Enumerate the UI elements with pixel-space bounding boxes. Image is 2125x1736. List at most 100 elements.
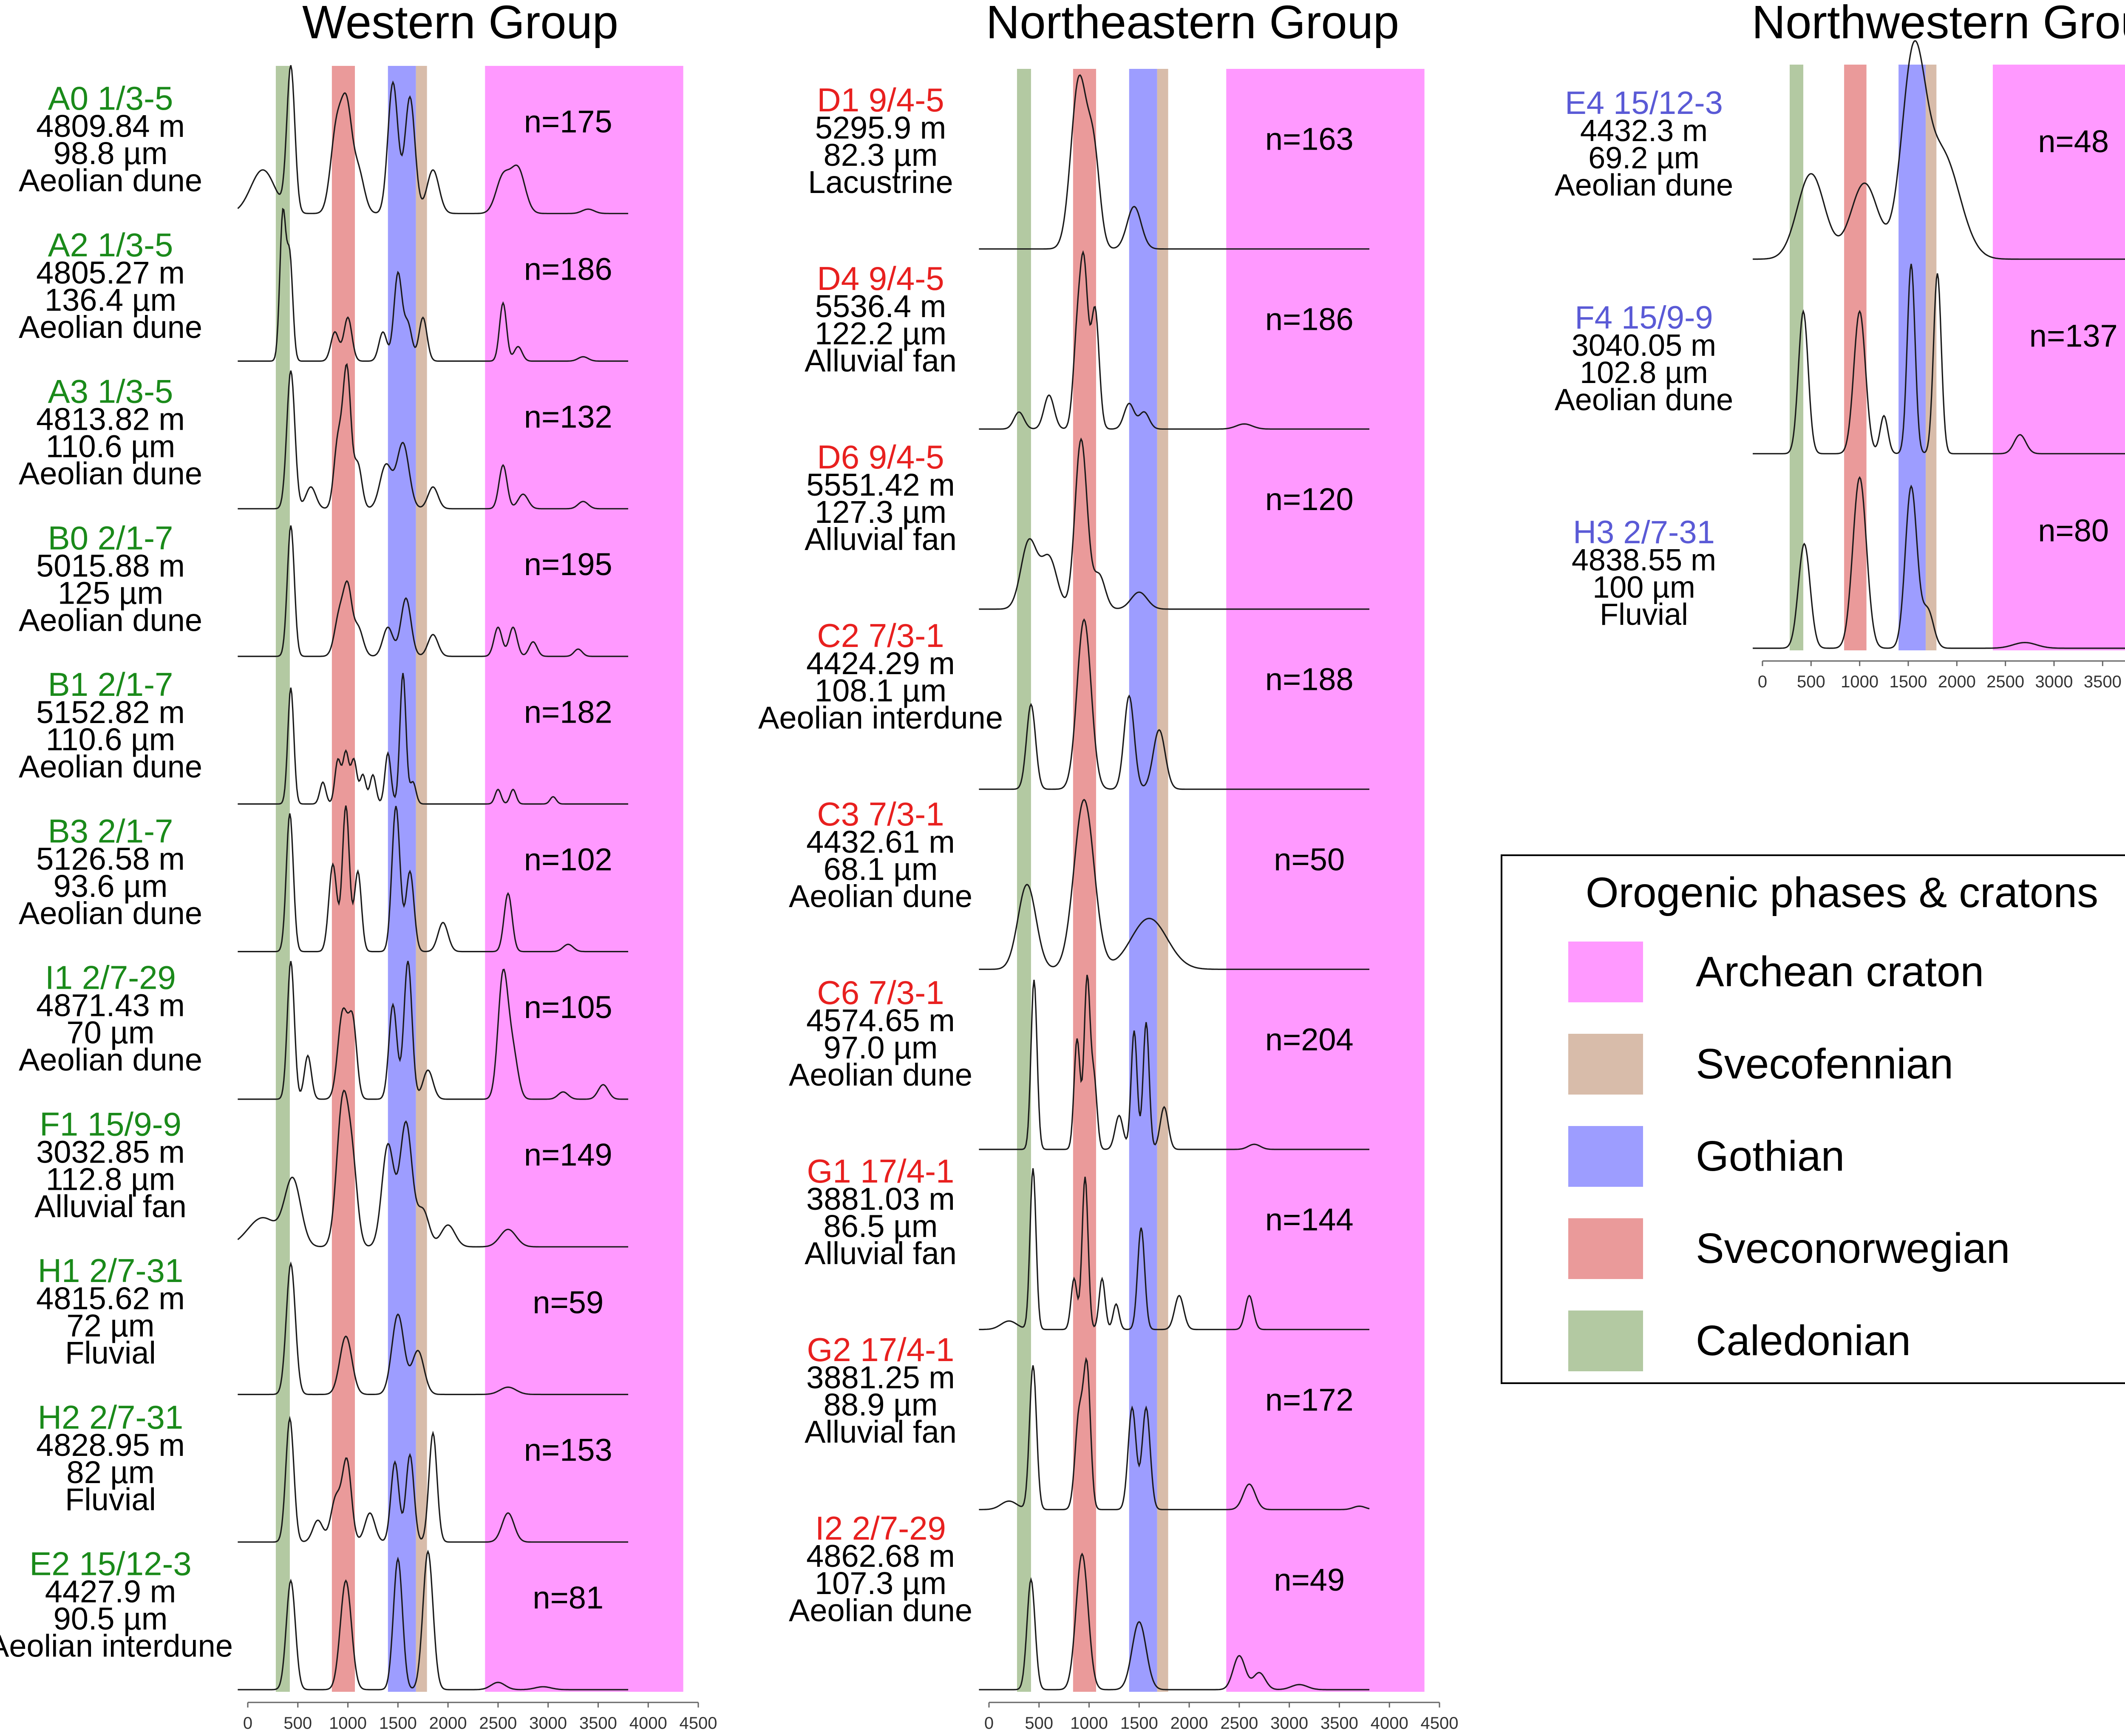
sample-n-label: n=188 bbox=[1265, 662, 1354, 697]
sample-facies: Aeolian dune bbox=[789, 1057, 972, 1092]
x-tick-label: 2500 bbox=[1220, 1714, 1258, 1733]
sample-facies: Fluvial bbox=[1600, 598, 1688, 632]
sample-id: I2 2/7-29 bbox=[815, 1509, 946, 1547]
sample-n-label: n=204 bbox=[1265, 1022, 1354, 1057]
sample-depth: 4805.27 m bbox=[36, 255, 185, 290]
x-tick-label: 0 bbox=[984, 1714, 994, 1733]
group-title: Northwestern Group bbox=[1752, 0, 2125, 48]
kde-curve bbox=[979, 437, 1370, 610]
sample-id: F1 15/9-9 bbox=[40, 1105, 181, 1143]
sample-id: H1 2/7-31 bbox=[38, 1252, 184, 1289]
sample-id: F4 15/9-9 bbox=[1575, 300, 1713, 336]
group-northwestern: Northwestern Group bbox=[1752, 0, 2125, 48]
x-tick-label: 500 bbox=[1797, 672, 1825, 691]
kde-curve bbox=[238, 1261, 629, 1396]
sample-grain-size: 127.3 µm bbox=[815, 494, 946, 530]
sample-grain-size: 86.5 µm bbox=[824, 1208, 938, 1244]
x-tick-label: 1000 bbox=[1070, 1714, 1108, 1733]
sample-depth: 4871.43 m bbox=[36, 988, 185, 1023]
sample-id: B1 2/1-7 bbox=[48, 666, 173, 703]
x-tick-label: 500 bbox=[283, 1714, 312, 1733]
group-title: Western Group bbox=[302, 0, 618, 48]
legend-swatch-sveconorwegian bbox=[1568, 1218, 1643, 1279]
sample-facies: Alluvial fan bbox=[805, 1414, 957, 1450]
sample-n-label: n=132 bbox=[524, 399, 612, 434]
sample-id: H2 2/7-31 bbox=[38, 1398, 184, 1436]
x-tick-label: 1500 bbox=[1890, 672, 1927, 691]
sample-depth: 5536.4 m bbox=[815, 289, 946, 324]
sample-facies: Aeolian dune bbox=[1555, 168, 1733, 202]
sample-n-label: n=80 bbox=[2038, 513, 2109, 548]
x-tick-label: 4500 bbox=[1421, 1714, 1459, 1733]
sample-facies: Aeolian dune bbox=[19, 309, 202, 345]
sample-facies: Aeolian dune bbox=[789, 1593, 972, 1628]
kde-curve bbox=[1753, 264, 2125, 454]
band-sveconorwegian bbox=[1844, 65, 1867, 650]
sample-depth: 5126.58 m bbox=[36, 841, 185, 877]
band-caledonian bbox=[1017, 69, 1031, 1692]
kde-curve bbox=[979, 975, 1370, 1150]
sample-depth: 4813.82 m bbox=[36, 402, 185, 437]
sample-grain-size: 82 µm bbox=[66, 1455, 154, 1490]
kde-curve bbox=[238, 207, 629, 362]
sample-grain-size: 100 µm bbox=[1592, 570, 1695, 604]
kde-curve bbox=[238, 805, 629, 953]
sample-n-label: n=144 bbox=[1265, 1202, 1354, 1237]
sample-facies: Alluvial fan bbox=[805, 522, 957, 557]
sample-depth: 3032.85 m bbox=[36, 1134, 185, 1169]
sample-facies: Alluvial fan bbox=[34, 1189, 187, 1224]
sample-facies: Fluvial bbox=[65, 1482, 156, 1517]
sample-depth: 4432.3 m bbox=[1580, 114, 1708, 148]
kde-curve bbox=[979, 1552, 1370, 1691]
sample-n-label: n=48 bbox=[2038, 124, 2109, 159]
sample-id: C2 7/3-1 bbox=[817, 617, 944, 654]
sample-id: D4 9/4-5 bbox=[817, 260, 944, 297]
sample-n-label: n=105 bbox=[524, 990, 612, 1025]
legend-swatch-gothian bbox=[1568, 1126, 1643, 1187]
sample-id: G2 17/4-1 bbox=[807, 1331, 955, 1368]
sample-grain-size: 90.5 µm bbox=[54, 1601, 168, 1637]
sample-facies: Aeolian dune bbox=[19, 896, 202, 931]
legend-swatch-svecofennian bbox=[1568, 1034, 1643, 1095]
sample-id: A3 1/3-5 bbox=[48, 373, 173, 410]
kde-curve bbox=[979, 799, 1370, 970]
band-archean-craton bbox=[1992, 65, 2125, 650]
sample-depth: 4809.84 m bbox=[36, 108, 185, 144]
sample-id: A2 1/3-5 bbox=[48, 226, 173, 264]
sample-n-label: n=81 bbox=[533, 1580, 604, 1615]
sample-depth: 5551.42 m bbox=[806, 467, 955, 502]
sample-grain-size: 125 µm bbox=[58, 575, 163, 610]
sample-n-label: n=186 bbox=[524, 252, 612, 287]
sample-id: E2 15/12-3 bbox=[29, 1545, 192, 1583]
sample-id: I1 2/7-29 bbox=[45, 959, 176, 996]
x-tick-label: 3500 bbox=[1320, 1714, 1358, 1733]
band-archean-craton bbox=[485, 66, 683, 1692]
kde-curve bbox=[238, 1415, 629, 1543]
kde-curve bbox=[238, 363, 629, 510]
kde-curve bbox=[238, 525, 629, 657]
sample-grain-size: 107.3 µm bbox=[815, 1566, 946, 1601]
kde-curve bbox=[238, 961, 629, 1100]
kde-curve bbox=[238, 1549, 629, 1691]
sample-facies: Aeolian dune bbox=[19, 749, 202, 784]
sample-id: E4 15/12-3 bbox=[1565, 85, 1723, 121]
x-tick-label: 1000 bbox=[1841, 672, 1878, 691]
sample-grain-size: 110.6 µm bbox=[46, 429, 176, 464]
sample-facies: Aeolian dune bbox=[19, 163, 202, 198]
x-tick-label: 2500 bbox=[479, 1714, 517, 1733]
x-tick-label: 2000 bbox=[429, 1714, 467, 1733]
band-gothian bbox=[1129, 69, 1157, 1692]
x-tick-label: 4000 bbox=[1371, 1714, 1408, 1733]
sample-n-label: n=186 bbox=[1265, 301, 1354, 337]
sample-grain-size: 122.2 µm bbox=[815, 316, 946, 351]
sample-n-label: n=137 bbox=[2029, 318, 2118, 354]
sample-n-label: n=195 bbox=[524, 547, 612, 582]
kde-curve bbox=[1753, 40, 2125, 260]
x-tick-label: 1500 bbox=[1120, 1714, 1158, 1733]
x-tick-label: 3500 bbox=[2084, 672, 2122, 691]
sample-grain-size: 97.0 µm bbox=[824, 1030, 938, 1065]
x-tick-label: 0 bbox=[1758, 672, 1767, 691]
sample-grain-size: 136.4 µm bbox=[45, 282, 176, 318]
sample-depth: 5015.88 m bbox=[36, 548, 185, 583]
